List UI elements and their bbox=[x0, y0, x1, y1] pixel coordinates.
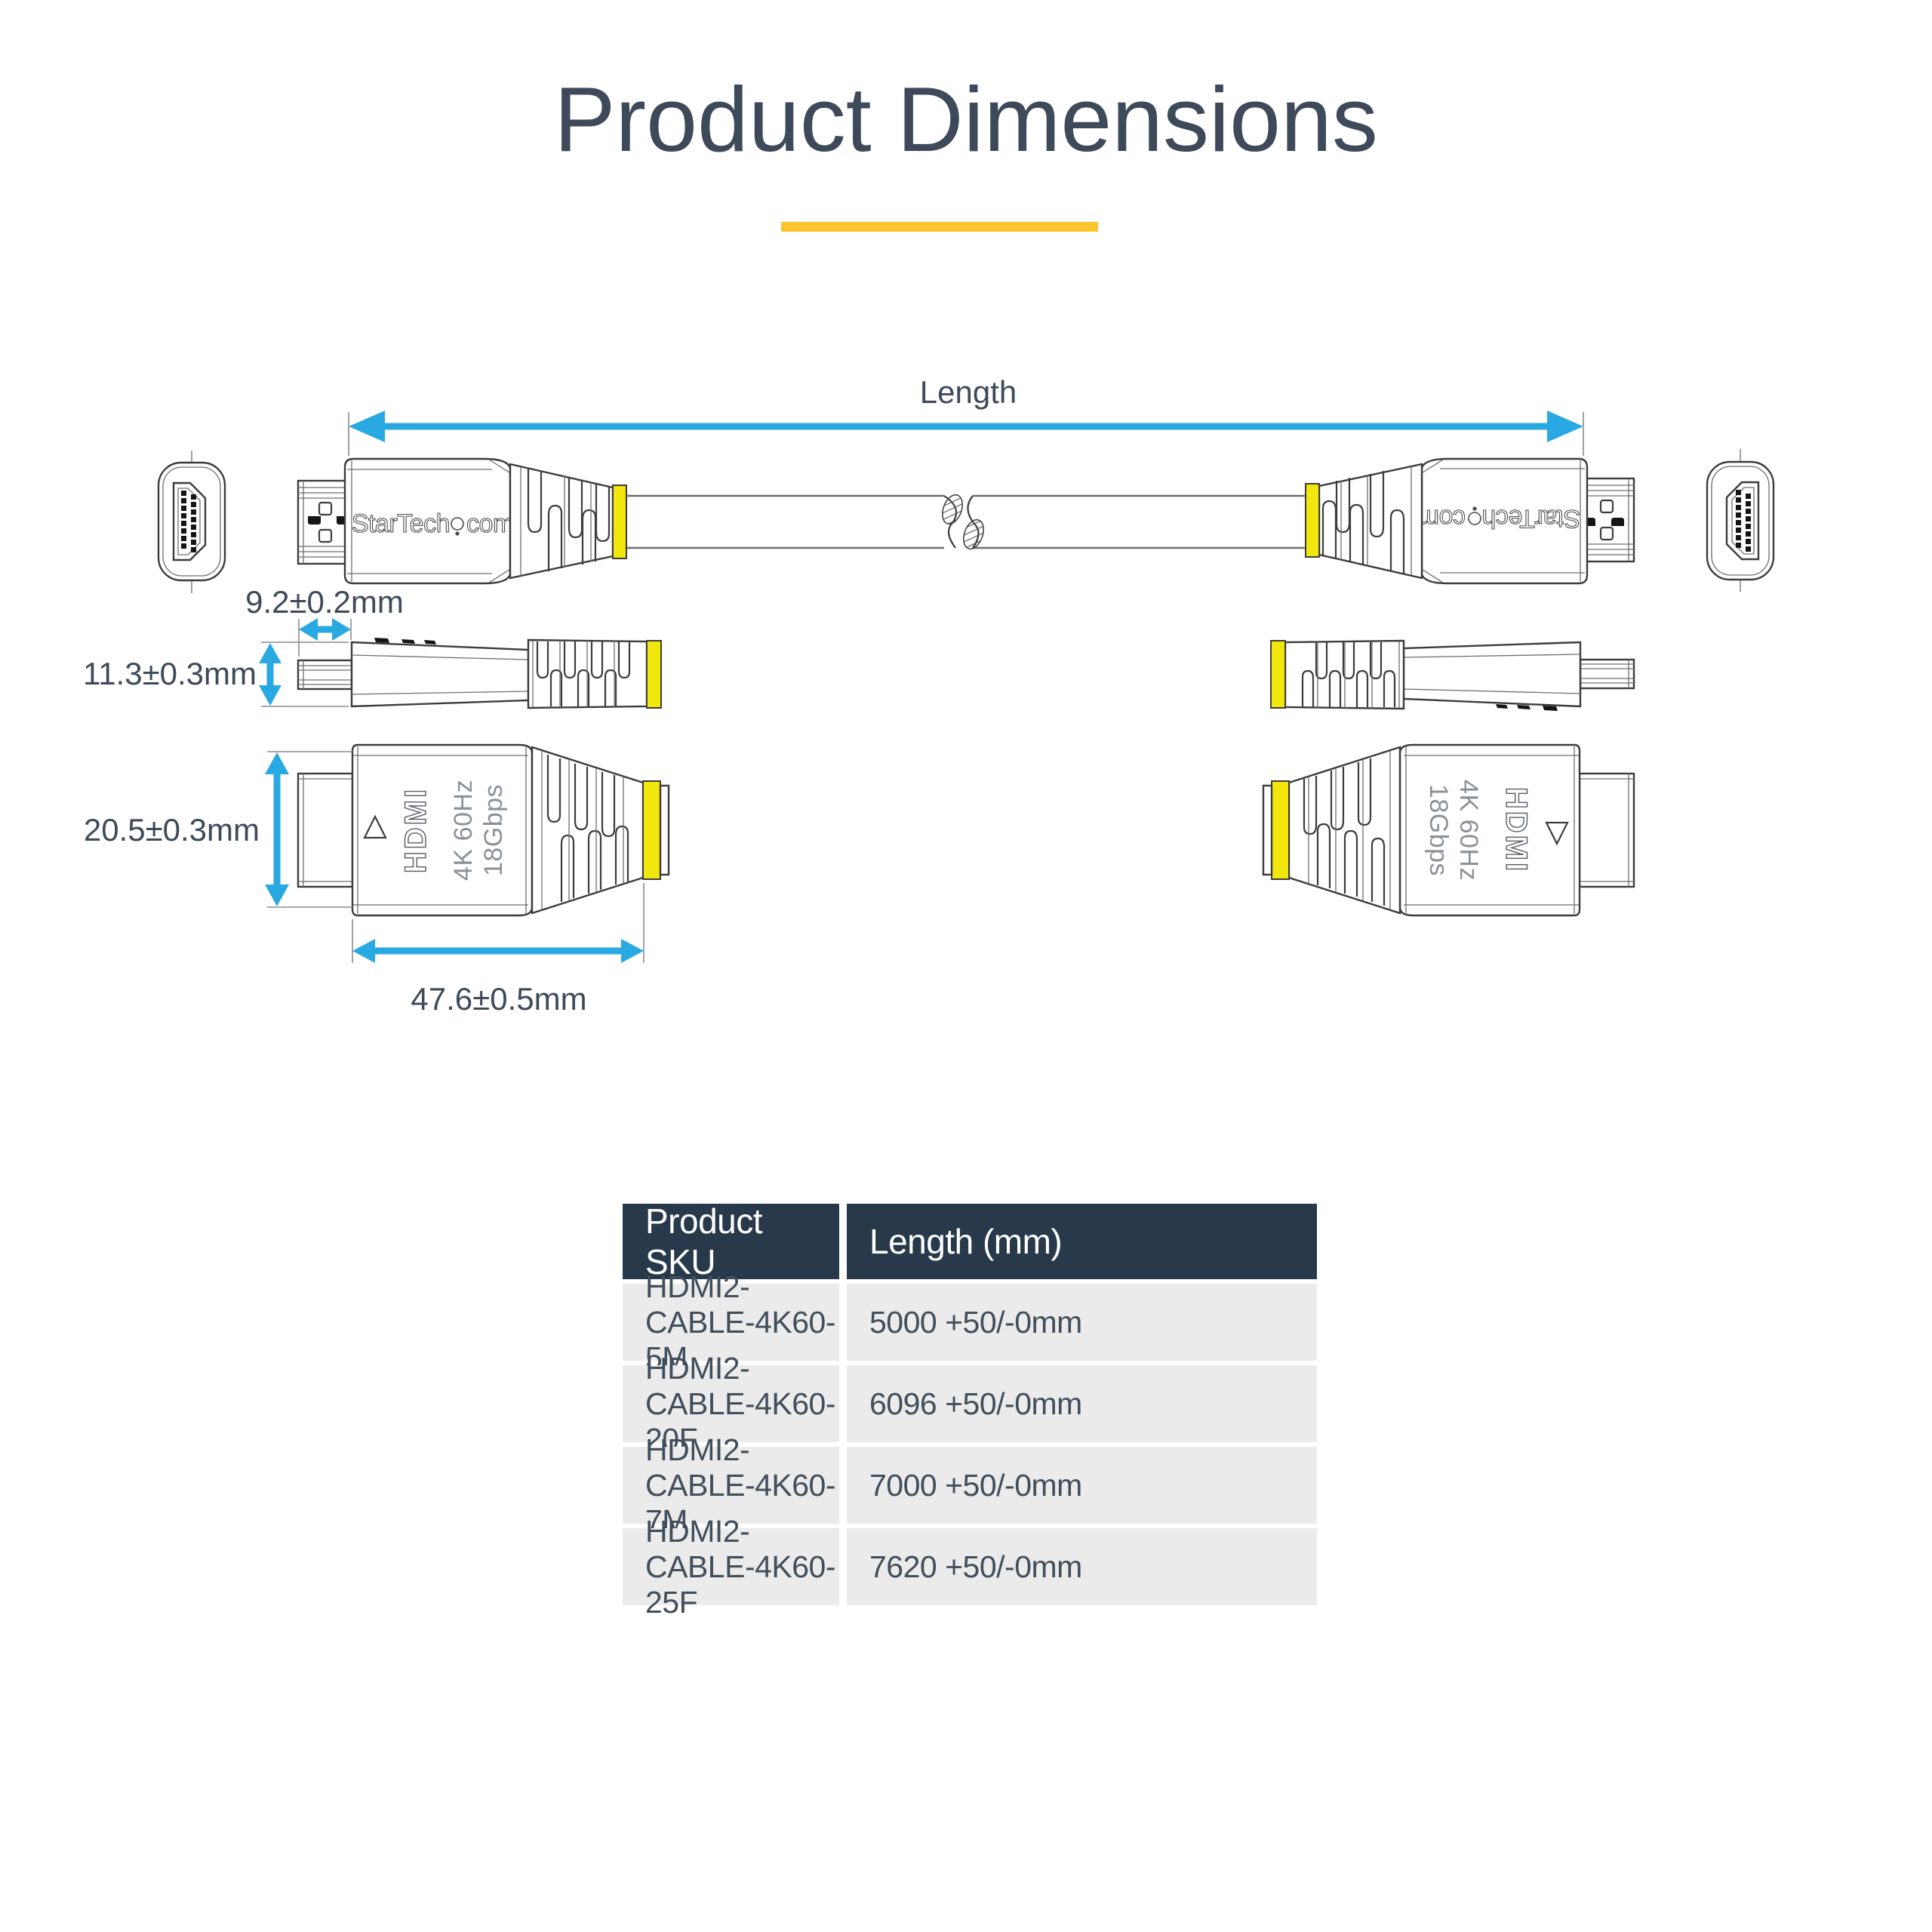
strain-relief-boot bbox=[509, 463, 614, 580]
length-cell: 6096 +50/-0mm bbox=[847, 1365, 1317, 1442]
cable-break-icon bbox=[942, 494, 984, 550]
body-length-dimension: 47.6±0.5mm bbox=[352, 883, 645, 1017]
spec-line-2: 18Gbps bbox=[479, 784, 508, 876]
hdmi-connector-cable-view: StarTech com bbox=[157, 451, 627, 593]
hdmi-plug-side bbox=[297, 659, 353, 691]
plug-depth-dimension: 9.2±0.2mm bbox=[245, 584, 404, 657]
sku-cell: HDMI2-CABLE-4K60-25F bbox=[623, 1514, 839, 1620]
hdmi-pins bbox=[181, 491, 196, 552]
table-header-length: Length (mm) bbox=[847, 1204, 1317, 1279]
orientation-triangle-icon bbox=[363, 814, 387, 839]
vent-mark bbox=[401, 639, 415, 644]
connector-body-top: HDMI 4K 60Hz 18Gbps bbox=[351, 743, 534, 917]
length-dimension: Length bbox=[348, 374, 1584, 456]
body-length-label: 47.6±0.5mm bbox=[411, 981, 586, 1017]
svg-text:StarTech: StarTech bbox=[352, 509, 450, 538]
length-cell: 7620 +50/-0mm bbox=[847, 1528, 1317, 1605]
sku-cell: HDMI2-CABLE-4K60-5M bbox=[623, 1269, 839, 1375]
strain-relief-side bbox=[527, 638, 648, 709]
svg-text:com: com bbox=[466, 509, 514, 538]
hdmi-plug bbox=[297, 479, 353, 565]
connector-body: StarTech com bbox=[343, 457, 515, 585]
hdmi-plug-top bbox=[297, 772, 354, 888]
body-height-label: 20.5±0.3mm bbox=[84, 812, 260, 848]
hdmi-connector-top-view: HDMI 4K 60Hz 18Gbps bbox=[297, 743, 670, 917]
sku-cell: HDMI2-CABLE-4K60-20F bbox=[623, 1351, 839, 1457]
cable-run bbox=[626, 494, 1306, 550]
plug-height-label: 11.3±0.3mm bbox=[83, 656, 257, 691]
yellow-band bbox=[612, 485, 627, 559]
spec-line-1: 4K 60Hz bbox=[449, 780, 478, 881]
plug-height-dimension: 11.3±0.3mm bbox=[83, 641, 349, 707]
vent-mark bbox=[424, 640, 436, 645]
length-cell: 5000 +50/-0mm bbox=[847, 1284, 1317, 1361]
sku-cell: HDMI2-CABLE-4K60-7M bbox=[623, 1432, 839, 1538]
product-table: Product SKU Length (mm) HDMI2-CABLE-4K60… bbox=[623, 1201, 1317, 1620]
hdmi-end-view bbox=[157, 451, 226, 593]
yellow-band bbox=[646, 640, 662, 709]
length-cell: 7000 +50/-0mm bbox=[847, 1447, 1317, 1524]
hdmi-mark: HDMI bbox=[399, 787, 432, 873]
startech-logo: StarTech com bbox=[351, 509, 515, 538]
connector-body-side bbox=[350, 638, 530, 708]
plug-depth-label: 9.2±0.2mm bbox=[245, 584, 404, 620]
hdmi-connector-side-view bbox=[297, 638, 662, 709]
page-title: Product Dimensions bbox=[554, 68, 1378, 171]
body-height-dimension: 20.5±0.3mm bbox=[84, 751, 352, 908]
table-header-sku: Product SKU bbox=[623, 1201, 839, 1281]
vent-mark bbox=[374, 638, 389, 643]
strain-relief-top bbox=[531, 746, 645, 915]
yellow-band bbox=[642, 780, 661, 880]
boot-end-cap bbox=[659, 784, 670, 876]
length-label: Length bbox=[920, 374, 1017, 410]
title-underline bbox=[781, 222, 1098, 232]
